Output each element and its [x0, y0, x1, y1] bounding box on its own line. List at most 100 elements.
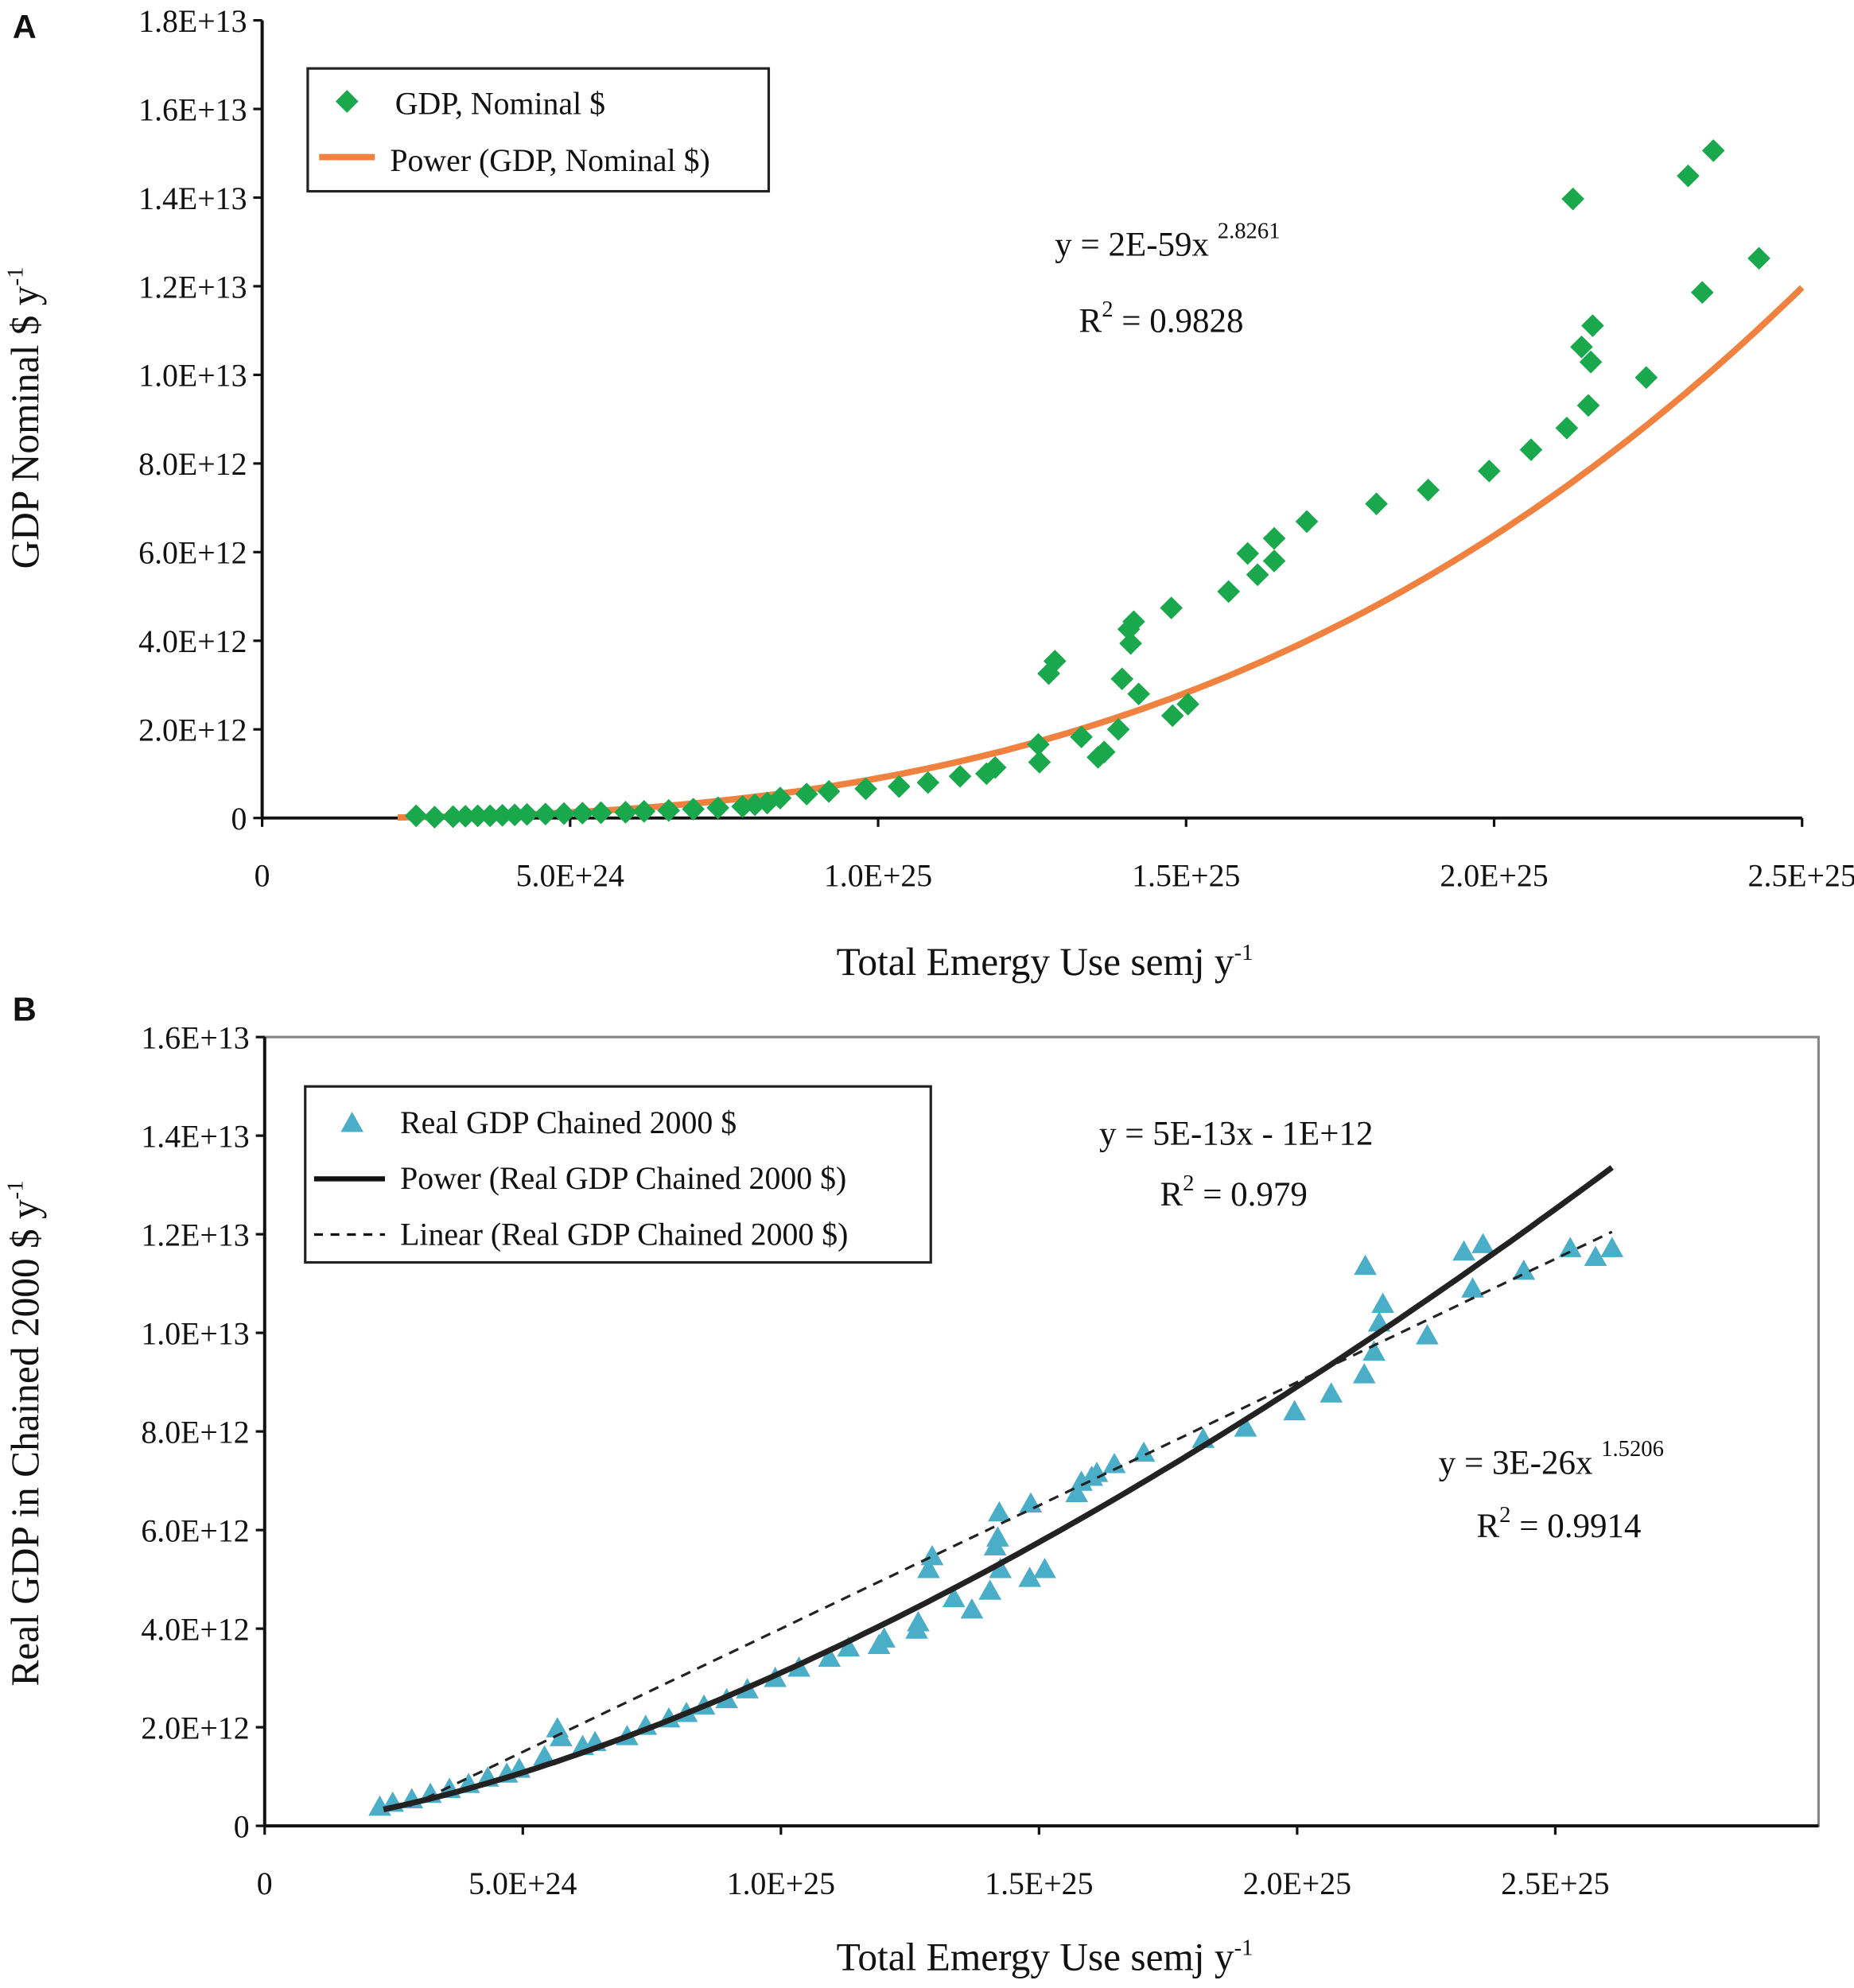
data-point	[1122, 610, 1145, 634]
y-tick-label: 2.0E+12	[138, 713, 247, 748]
data-point	[1262, 526, 1286, 550]
x-tick-label: 1.0E+25	[727, 1866, 835, 1901]
panel-label-b: B	[13, 991, 37, 1027]
y-tick-label: 6.0E+12	[141, 1513, 249, 1548]
data-point	[1512, 1259, 1536, 1280]
legend-entry: Power (GDP, Nominal $)	[390, 143, 709, 178]
y-tick-label: 1.6E+13	[138, 92, 247, 127]
y-tick-label: 6.0E+12	[138, 536, 247, 571]
data-point	[1246, 563, 1269, 587]
data-point	[1127, 682, 1150, 705]
y-tick-label: 1.0E+13	[138, 359, 247, 394]
chart-a-xlabel: Total Emergy Use semj y-1	[837, 940, 1253, 984]
legend-triangle-marker	[340, 1112, 363, 1132]
data-point	[960, 1598, 984, 1619]
data-point	[1576, 394, 1600, 417]
y-tick-label: 1.0E+13	[141, 1316, 249, 1351]
data-point	[768, 786, 792, 810]
data-point	[817, 779, 841, 803]
data-point	[1701, 139, 1725, 162]
chart-b-linear-r2: R2 = 0.979	[1160, 1171, 1307, 1213]
data-point	[1519, 438, 1543, 461]
data-point	[1043, 650, 1067, 673]
data-point	[907, 1610, 930, 1632]
chart-b-power-equation: y = 3E-26x 1.5206	[1439, 1436, 1664, 1481]
data-point	[1477, 460, 1501, 483]
data-point	[1747, 247, 1770, 270]
data-point	[818, 1646, 841, 1668]
y-tick-label: 4.0E+12	[141, 1612, 249, 1647]
data-point	[942, 1586, 966, 1608]
data-point	[1561, 187, 1584, 211]
data-point	[441, 805, 464, 829]
data-point	[515, 802, 538, 826]
data-point	[1119, 631, 1142, 655]
data-point	[1019, 1492, 1043, 1513]
x-tick-label: 1.0E+25	[824, 859, 932, 894]
legend-diamond-marker	[335, 90, 359, 113]
data-point	[1352, 1363, 1376, 1384]
data-point	[1371, 1292, 1394, 1313]
data-point	[1362, 1340, 1386, 1361]
data-point	[1558, 1237, 1582, 1257]
y-tick-label: 1.2E+13	[141, 1217, 249, 1252]
x-tick-label: 5.0E+24	[516, 859, 624, 894]
data-point	[1354, 1254, 1377, 1276]
y-tick-label: 8.0E+12	[141, 1415, 249, 1450]
data-point	[423, 806, 446, 829]
x-tick-label: 2.5E+25	[1501, 1866, 1609, 1901]
data-point	[1236, 542, 1260, 565]
power-fit-line	[383, 1165, 1614, 1813]
chart-b: B 0 2.0E+12 4.0E+12 6.0E+12 8.0E+12 1.0E+13 1.…	[3, 991, 1821, 1979]
data-point	[589, 801, 612, 825]
chart-a-legend: GDP, Nominal $ Power (GDP, Nominal $)	[306, 67, 771, 193]
data-point	[988, 1501, 1011, 1522]
y-tick-label: 2.0E+12	[141, 1710, 249, 1745]
data-point	[795, 782, 818, 806]
x-tick-label: 0	[255, 859, 270, 894]
panel-label-a: A	[13, 9, 37, 45]
y-tick-label: 1.4E+13	[138, 181, 247, 216]
data-point	[1027, 732, 1050, 756]
y-tick-label: 1.4E+13	[141, 1119, 249, 1154]
data-point	[533, 1745, 556, 1766]
data-point	[1106, 717, 1130, 741]
data-point	[920, 1544, 944, 1566]
data-point	[1234, 1416, 1257, 1437]
chart-b-axes: 0 2.0E+12 4.0E+12 6.0E+12 8.0E+12 1.0E+13 1.2E…	[141, 1020, 1821, 1901]
data-point	[1110, 667, 1134, 691]
data-point	[1028, 751, 1051, 774]
data-point	[888, 775, 911, 798]
data-point	[1690, 281, 1714, 305]
data-point	[873, 1627, 896, 1648]
x-tick-label: 0	[257, 1866, 273, 1901]
x-tick-label: 2.5E+25	[1748, 859, 1854, 894]
chart-a-ylabel: GDP Nominal $ y-1	[3, 267, 47, 569]
chart-b-linear-equation: y = 5E-13x - 1E+12	[1099, 1115, 1373, 1152]
data-point	[1581, 314, 1604, 337]
data-point	[1365, 492, 1388, 515]
data-point	[657, 798, 681, 822]
chart-b-points	[368, 1233, 1624, 1816]
data-point	[614, 801, 637, 824]
data-point	[404, 804, 428, 828]
data-point	[1217, 580, 1241, 604]
data-point	[1160, 596, 1184, 619]
x-tick-label: 5.0E+24	[468, 1866, 577, 1901]
data-point	[1471, 1233, 1494, 1253]
data-point	[1132, 1441, 1156, 1462]
data-point	[1176, 693, 1199, 716]
legend-entry: Power (Real GDP Chained 2000 $)	[400, 1161, 846, 1196]
data-point	[1160, 704, 1184, 728]
data-point	[1283, 1400, 1306, 1421]
data-point	[549, 1726, 573, 1746]
chart-b-fits	[383, 1165, 1614, 1813]
data-point	[978, 1579, 1002, 1600]
x-tick-label: 1.5E+25	[1132, 859, 1240, 894]
data-point	[1295, 510, 1319, 534]
y-tick-label: 1.2E+13	[138, 270, 247, 305]
data-point	[1085, 1462, 1109, 1482]
y-tick-label: 8.0E+12	[138, 447, 247, 482]
legend-entry: Linear (Real GDP Chained 2000 $)	[400, 1217, 848, 1252]
